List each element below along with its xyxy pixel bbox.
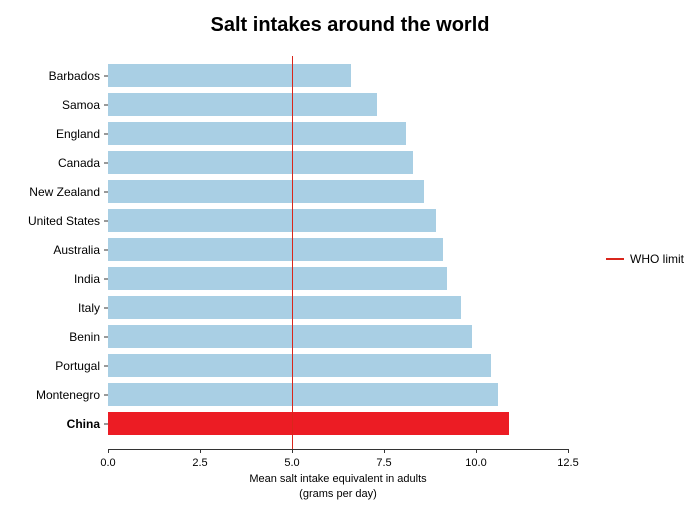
bar [108, 354, 491, 377]
x-axis-tick-label: 10.0 [465, 457, 486, 469]
y-axis-label: Benin [69, 330, 100, 344]
bar [108, 64, 351, 87]
chart-title: Salt intakes around the world [0, 0, 700, 45]
y-axis-label: China [67, 417, 100, 431]
legend-label: WHO limit [630, 252, 684, 266]
x-axis-tick-label: 0.0 [100, 457, 115, 469]
y-axis-label: Italy [78, 301, 100, 315]
bar [108, 383, 498, 406]
x-axis-tick-label: 5.0 [284, 457, 299, 469]
chart-plot-area: BarbadosSamoaEnglandCanadaNew ZealandUni… [108, 56, 568, 449]
bar [108, 325, 472, 348]
who-limit-line [292, 56, 293, 449]
y-axis-label: Montenegro [36, 388, 100, 402]
bar [108, 122, 406, 145]
y-axis-label: Australia [53, 243, 100, 257]
bar [108, 412, 509, 435]
bar [108, 93, 377, 116]
bar [108, 238, 443, 261]
y-axis-label: United States [28, 214, 100, 228]
x-axis-tick-label: 2.5 [192, 457, 207, 469]
x-axis-title: Mean salt intake equivalent in adults(gr… [108, 472, 568, 501]
bar [108, 209, 436, 232]
y-axis-label: England [56, 127, 100, 141]
y-axis-label: India [74, 272, 100, 286]
x-axis-tick-label: 7.5 [376, 457, 391, 469]
bar [108, 267, 447, 290]
y-axis-label: Barbados [49, 69, 100, 83]
x-axis-tick-label: 12.5 [557, 457, 578, 469]
y-axis-label: Portugal [55, 359, 100, 373]
x-axis: 0.02.55.07.510.012.5 [108, 449, 568, 450]
bar [108, 296, 461, 319]
y-axis-label: Samoa [62, 98, 100, 112]
bar [108, 151, 413, 174]
legend-line [606, 258, 624, 260]
y-axis-label: New Zealand [29, 185, 100, 199]
bar [108, 180, 424, 203]
y-axis-label: Canada [58, 156, 100, 170]
legend: WHO limit [606, 252, 684, 266]
